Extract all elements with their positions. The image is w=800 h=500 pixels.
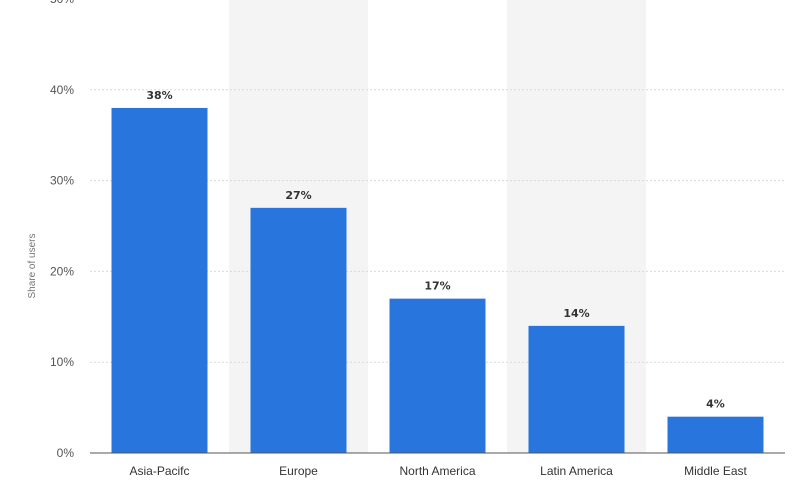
data-label: 14% — [563, 307, 589, 320]
y-tick-label: 50% — [50, 0, 74, 6]
bar — [250, 207, 347, 453]
category-label: Middle East — [684, 464, 747, 478]
data-label: 38% — [146, 89, 172, 102]
x-axis-categories: Asia-Pacifc Europe North America Latin Amer… — [129, 464, 747, 478]
y-tick-label: 20% — [50, 264, 74, 278]
data-label: 17% — [424, 280, 450, 293]
y-tick-label: 0% — [57, 446, 75, 460]
data-label: 4% — [706, 398, 725, 411]
data-labels: 38% 27% 17% 14% 4% — [146, 89, 725, 411]
bar — [667, 416, 764, 453]
category-label: Latin America — [540, 464, 613, 478]
data-label: 27% — [285, 189, 311, 202]
y-axis-title: Share of users — [27, 233, 38, 298]
y-tick-label: 10% — [50, 355, 74, 369]
y-tick-label: 40% — [50, 83, 74, 97]
category-label: Europe — [279, 464, 318, 478]
category-label: North America — [399, 464, 475, 478]
bars — [111, 107, 764, 454]
bar — [389, 298, 486, 453]
bar — [528, 325, 625, 453]
bar — [111, 107, 208, 454]
category-label: Asia-Pacifc — [129, 464, 189, 478]
y-axis-ticks: 0% 10% 20% 30% 40% 50% — [50, 0, 74, 460]
y-tick-label: 30% — [50, 174, 74, 188]
